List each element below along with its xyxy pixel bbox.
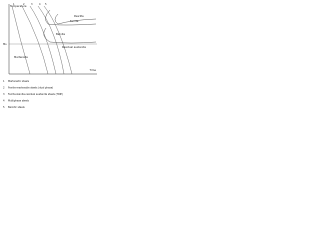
curve-label: 4 xyxy=(39,3,41,6)
diagram: Temperature Time Ms 1 2 3 4 5 Ferrite Pearli… xyxy=(0,0,100,117)
region-label: Ferrite xyxy=(70,19,79,23)
legend-number: 4 xyxy=(3,100,5,103)
cooling-curve xyxy=(29,5,57,75)
bainite-curve xyxy=(43,27,97,44)
legend-number: 5 xyxy=(3,106,5,109)
legend-text: Ferrite-martensite steels (dual phase) xyxy=(8,87,53,90)
background xyxy=(0,0,100,117)
curve-label: 3 xyxy=(31,3,33,6)
y-axis-label: Temperature xyxy=(10,4,27,8)
region-label: Bainite xyxy=(56,32,65,36)
pearlite-curve xyxy=(54,13,97,25)
cooling-curve xyxy=(21,5,49,75)
curve-label: 2 xyxy=(23,3,25,6)
legend-text: Multiphase steels xyxy=(8,100,30,103)
legend-text: Ferrite-bainite-residual austenite steel… xyxy=(8,93,63,96)
x-axis-label: Time xyxy=(90,68,97,72)
cooling-curve xyxy=(11,5,31,75)
legend-text: Bainitic steels xyxy=(8,106,25,109)
legend-number: 1 xyxy=(3,80,5,83)
legend-text: Martensitic steels xyxy=(8,80,30,83)
curve-label: 1 xyxy=(13,3,15,6)
cooling-curve xyxy=(37,5,65,75)
ferrite-curve xyxy=(45,9,97,26)
region-label: Pearlite xyxy=(74,14,84,18)
region-label: Martensite xyxy=(14,55,28,59)
ms-label: Ms xyxy=(3,42,7,46)
legend-number: 3 xyxy=(3,93,5,96)
legend-number: 2 xyxy=(3,87,5,90)
cooling-curve xyxy=(43,5,73,75)
region-label: Residual austenite xyxy=(62,45,86,49)
curve-label: 5 xyxy=(45,3,47,6)
